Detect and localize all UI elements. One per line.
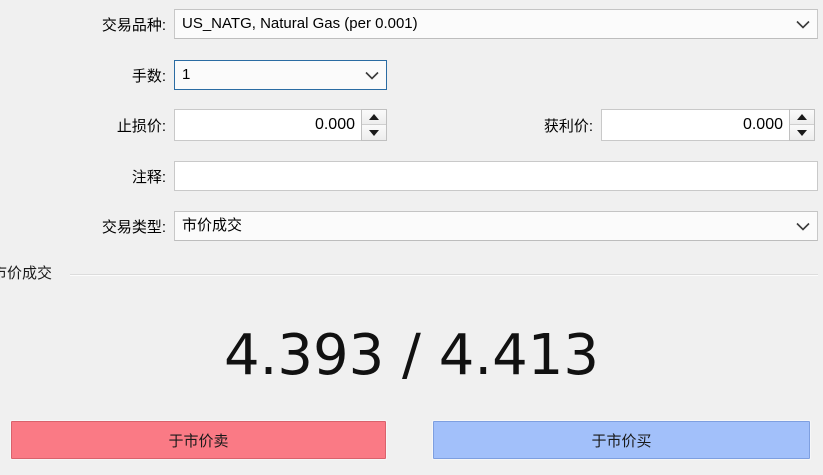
symbol-value: US_NATG, Natural Gas (per 0.001) xyxy=(182,15,418,32)
take-profit-label: 获利价: xyxy=(543,117,593,135)
comment-input[interactable] xyxy=(174,161,818,191)
stop-loss-increment-button[interactable] xyxy=(362,110,386,125)
chevron-down-icon[interactable] xyxy=(789,212,817,240)
order-type-combobox[interactable]: 市价成交 xyxy=(174,211,818,241)
price-quote: 4.393 / 4.413 xyxy=(223,323,600,388)
market-execution-group: 市价成交 xyxy=(0,262,823,475)
chevron-down-icon[interactable] xyxy=(789,10,817,38)
order-type-label: 交易类型: xyxy=(101,218,166,236)
stop-loss-spinbox[interactable]: 0.000 xyxy=(174,109,387,141)
symbol-label: 交易品种: xyxy=(101,16,166,34)
take-profit-decrement-button[interactable] xyxy=(790,125,814,140)
volume-label: 手数: xyxy=(131,67,166,85)
take-profit-input[interactable]: 0.000 xyxy=(601,109,789,141)
stoploss-takeprofit-row: 止损价: 0.000 获利价: 0.000 xyxy=(0,108,823,142)
triangle-up-icon xyxy=(797,114,807,120)
stop-loss-input[interactable]: 0.000 xyxy=(174,109,361,141)
comment-label: 注释: xyxy=(131,168,166,186)
order-type-row: 交易类型: 市价成交 xyxy=(0,209,823,243)
take-profit-stepper[interactable] xyxy=(789,109,815,141)
volume-row: 手数: 1 xyxy=(0,58,823,92)
triangle-up-icon xyxy=(369,114,379,120)
stop-loss-stepper[interactable] xyxy=(361,109,387,141)
order-type-value: 市价成交 xyxy=(182,217,243,234)
stop-loss-label: 止损价: xyxy=(116,117,166,135)
triangle-down-icon xyxy=(797,129,807,136)
volume-value: 1 xyxy=(182,66,191,83)
stop-loss-decrement-button[interactable] xyxy=(362,125,386,140)
buy-button-label: 于市价买 xyxy=(591,432,652,450)
symbol-row: 交易品种: US_NATG, Natural Gas (per 0.001) xyxy=(0,7,823,41)
take-profit-spinbox[interactable]: 0.000 xyxy=(601,109,815,141)
chevron-down-icon[interactable] xyxy=(358,61,386,89)
comment-row: 注释: xyxy=(0,159,823,193)
symbol-combobox[interactable]: US_NATG, Natural Gas (per 0.001) xyxy=(174,9,818,39)
group-separator xyxy=(70,274,818,276)
buy-at-market-button[interactable]: 于市价买 xyxy=(433,421,810,459)
triangle-down-icon xyxy=(369,129,379,136)
volume-combobox[interactable]: 1 xyxy=(174,60,387,90)
sell-at-market-button[interactable]: 于市价卖 xyxy=(11,421,386,459)
take-profit-increment-button[interactable] xyxy=(790,110,814,125)
sell-button-label: 于市价卖 xyxy=(168,432,229,450)
group-title: 市价成交 xyxy=(0,262,57,283)
